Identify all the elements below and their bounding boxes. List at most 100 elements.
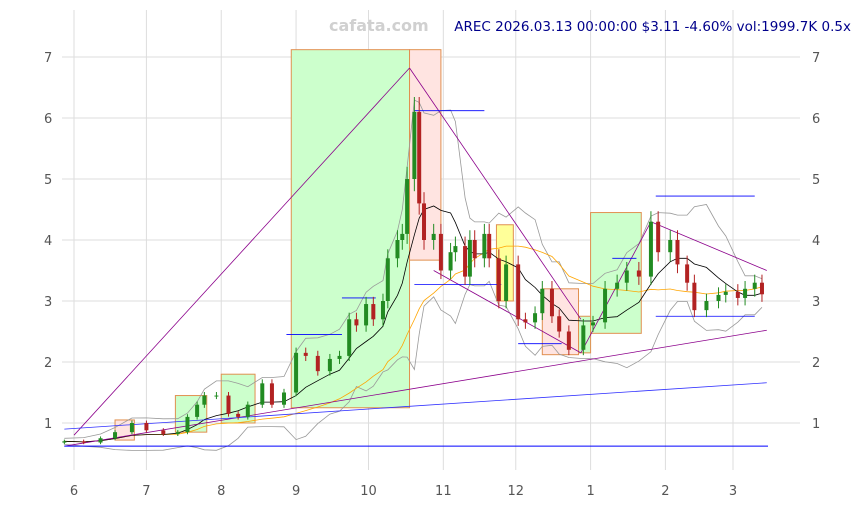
candle-body bbox=[716, 294, 721, 301]
y-tick-label-left: 5 bbox=[44, 173, 52, 188]
candle-body bbox=[668, 240, 673, 253]
candle-body bbox=[743, 288, 748, 298]
x-tick-label: 6 bbox=[70, 484, 78, 499]
candle-body bbox=[624, 270, 629, 283]
candle-body bbox=[175, 432, 180, 434]
candle-body bbox=[364, 304, 369, 326]
candle-body bbox=[692, 282, 697, 311]
candle-body bbox=[236, 413, 241, 417]
candle-body bbox=[81, 441, 86, 443]
candle-body bbox=[685, 264, 690, 283]
candle-body bbox=[327, 358, 332, 372]
x-tick-label: 3 bbox=[729, 484, 737, 499]
candle-body bbox=[448, 252, 453, 271]
candle-body bbox=[354, 319, 359, 326]
y-tick-label-right: 2 bbox=[812, 356, 820, 371]
candle-body bbox=[269, 383, 274, 405]
candle-body bbox=[62, 441, 67, 443]
y-tick-label-left: 6 bbox=[44, 112, 52, 127]
candle-body bbox=[472, 240, 477, 259]
candle-body bbox=[723, 291, 728, 295]
candle-body bbox=[648, 221, 653, 277]
candle-body bbox=[482, 233, 487, 259]
candle-body bbox=[735, 291, 740, 298]
candle-body bbox=[566, 331, 571, 350]
candle-body bbox=[405, 179, 410, 234]
x-tick-label: 1 bbox=[586, 484, 594, 499]
upper-band bbox=[64, 99, 763, 439]
y-tick-label-right: 5 bbox=[812, 173, 820, 188]
y-tick-label-right: 1 bbox=[812, 417, 820, 432]
x-tick-label: 7 bbox=[142, 484, 150, 499]
candle-body bbox=[533, 313, 538, 323]
trend-line bbox=[650, 221, 767, 271]
candle-body bbox=[98, 438, 103, 443]
y-tick-label-right: 7 bbox=[812, 51, 820, 66]
ma-short-line bbox=[64, 205, 763, 443]
watermark: cafata.com bbox=[329, 16, 429, 35]
y-tick-label-left: 2 bbox=[44, 356, 52, 371]
candle-body bbox=[504, 264, 509, 301]
candle-body bbox=[185, 416, 190, 433]
candle-body bbox=[516, 264, 521, 320]
lower-band bbox=[64, 280, 763, 451]
axes: 1 12 23 34 45 56 67 76 7 8 9 10 11 12 1 2 3 bbox=[44, 51, 820, 499]
x-tick-label: 8 bbox=[217, 484, 225, 499]
candle-body bbox=[590, 322, 595, 326]
candle-body bbox=[380, 301, 385, 320]
x-tick-label: 2 bbox=[661, 484, 669, 499]
trend-line bbox=[73, 67, 410, 436]
y-tick-label-left: 7 bbox=[44, 51, 52, 66]
zone-box bbox=[174, 395, 208, 433]
y-tick-label-left: 1 bbox=[44, 417, 52, 432]
x-tick-label: 11 bbox=[435, 484, 452, 499]
candle-body bbox=[453, 246, 458, 253]
y-tick-label-left: 4 bbox=[44, 234, 52, 249]
candle-body bbox=[144, 423, 149, 431]
candle-body bbox=[245, 404, 250, 417]
candle-body bbox=[523, 319, 528, 323]
candle-body bbox=[129, 423, 134, 433]
candle-body bbox=[675, 240, 680, 265]
candle-body bbox=[385, 258, 390, 301]
candle-body bbox=[226, 395, 231, 414]
y-tick-label-left: 3 bbox=[44, 295, 52, 310]
candle-body bbox=[581, 325, 586, 350]
candle-body bbox=[113, 432, 118, 439]
trend-line bbox=[409, 67, 582, 320]
candle-body bbox=[463, 246, 468, 277]
candle-body bbox=[549, 288, 554, 317]
candle-body bbox=[303, 352, 308, 356]
candle-body bbox=[438, 233, 443, 271]
candle-body bbox=[759, 282, 764, 295]
ma-long-line bbox=[64, 245, 763, 443]
candle-body bbox=[282, 392, 287, 405]
candle-body bbox=[417, 111, 422, 204]
zone-box bbox=[590, 212, 642, 334]
candle-body bbox=[202, 395, 207, 405]
candle-body bbox=[704, 301, 709, 311]
x-tick-label: 9 bbox=[292, 484, 300, 499]
chart-title: AREC 2026.03.13 00:00:00 $3.11 -4.60% vo… bbox=[454, 19, 851, 35]
y-tick-label-right: 3 bbox=[812, 295, 820, 310]
x-tick-label: 10 bbox=[360, 484, 377, 499]
y-tick-label-right: 6 bbox=[812, 112, 820, 127]
candle-body bbox=[214, 395, 219, 397]
candle-body bbox=[347, 319, 352, 356]
candle-body bbox=[260, 383, 265, 405]
candle-body bbox=[412, 111, 417, 179]
candle-body bbox=[487, 233, 492, 259]
candle-body bbox=[195, 404, 200, 417]
candle-body bbox=[496, 258, 501, 301]
candles bbox=[62, 97, 764, 445]
candle-body bbox=[540, 288, 545, 314]
candle-body bbox=[371, 304, 376, 320]
y-tick-label-right: 4 bbox=[812, 234, 820, 249]
candle-body bbox=[603, 288, 608, 323]
trend-line bbox=[64, 329, 767, 447]
candle-body bbox=[656, 221, 661, 253]
zones bbox=[114, 49, 642, 441]
candle-body bbox=[315, 355, 320, 372]
candle-body bbox=[752, 282, 757, 289]
